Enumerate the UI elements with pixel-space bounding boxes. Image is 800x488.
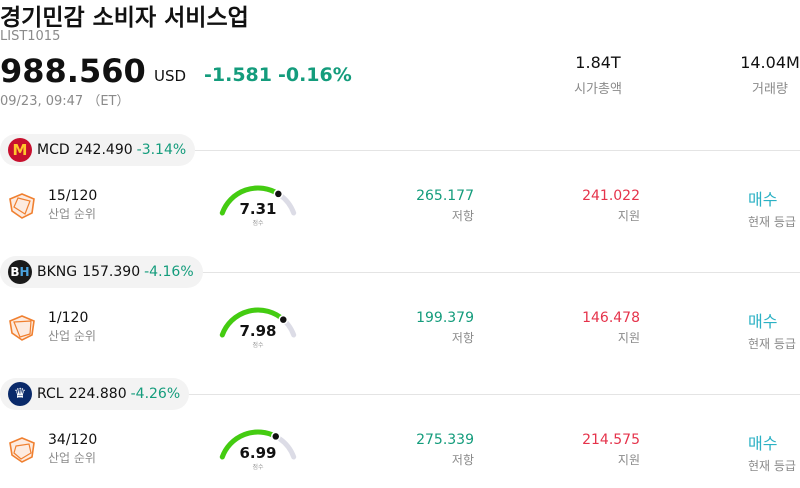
resistance-label: 저항: [451, 453, 474, 467]
gauge-marker: [271, 431, 281, 442]
score-gauge: 7.98 점수: [212, 302, 304, 352]
gauge-marker: [278, 314, 289, 325]
rating-label: 현재 등급: [748, 337, 796, 351]
current-rating: 매수 현재 등급: [748, 430, 796, 474]
stock-pill[interactable]: M MCD 242.490 -3.14%: [0, 134, 196, 166]
stock-section: M MCD 242.490 -3.14% 15/120 산업 순위 7.31 점…: [0, 134, 800, 256]
rank-value: 1/120: [48, 310, 89, 326]
support: 214.575 지원: [560, 432, 640, 468]
support-label: 지원: [617, 453, 640, 467]
rank-label: 산업 순위: [48, 207, 96, 221]
volume-label: 거래량: [752, 82, 788, 97]
gauge-marker: [273, 189, 284, 199]
score-gauge: 6.99 점수: [212, 424, 304, 474]
stock-price: 157.390: [82, 264, 141, 280]
stock-pill[interactable]: ♛ RCL 224.880 -4.26%: [0, 378, 190, 410]
stock-section: ♛ RCL 224.880 -4.26% 34/120 산업 순위 6.99 점…: [0, 378, 800, 488]
rank-value: 15/120: [48, 188, 98, 204]
gauge-score-label: 점수: [252, 342, 264, 349]
gauge-score-label: 점수: [252, 220, 264, 227]
resistance-label: 저항: [451, 209, 474, 223]
rating-value: 매수: [748, 190, 778, 209]
market-cap-value: 1.84T: [575, 53, 621, 72]
resistance: 199.379 저항: [394, 310, 474, 346]
page-title: 경기민감 소비자 서비스업: [0, 5, 249, 31]
rating-label: 현재 등급: [748, 459, 796, 473]
current-rating: 매수 현재 등급: [748, 308, 796, 352]
royal-caribbean-logo-icon: ♛: [8, 382, 32, 406]
rating-value: 매수: [748, 312, 778, 331]
industry-rank: 1/120 산업 순위: [48, 310, 96, 344]
section-divider: [0, 394, 800, 395]
price-change-pct: -0.16%: [277, 64, 352, 86]
index-price: 988.560: [0, 52, 146, 90]
industry-rank: 34/120 산업 순위: [48, 432, 97, 466]
support: 146.478 지원: [560, 310, 640, 346]
stock-symbol: BKNG: [37, 264, 78, 280]
currency-label: USD: [154, 67, 187, 85]
rating-value: 매수: [748, 434, 778, 453]
resistance-value: 275.339: [416, 432, 474, 448]
rank-label: 산업 순위: [48, 329, 96, 343]
gauge-fill: [219, 185, 281, 216]
stock-change-pct: -4.16%: [144, 264, 194, 280]
support-label: 지원: [617, 331, 640, 345]
timestamp: 09/23, 09:47 （ET）: [0, 94, 130, 109]
resistance-label: 저항: [451, 331, 474, 345]
support-value: 146.478: [582, 310, 640, 326]
price-change-abs: -1.581: [204, 64, 272, 86]
stock-price: 224.880: [68, 386, 127, 402]
mcdonalds-logo-icon: M: [8, 138, 32, 162]
volume-value: 14.04M: [740, 53, 800, 72]
support-label: 지원: [617, 209, 640, 223]
section-divider: [0, 150, 800, 151]
industry-rank: 15/120 산업 순위: [48, 188, 97, 222]
ticker-code: LIST1015: [0, 29, 61, 44]
gauge-fill: [219, 307, 286, 338]
resistance: 265.177 저항: [394, 188, 474, 224]
volume-stat: 14.04M 거래량: [720, 53, 800, 97]
rank-value: 34/120: [48, 432, 98, 448]
gauge-score-label: 점수: [252, 464, 264, 471]
price-change: -1.581 -0.16%: [204, 64, 352, 86]
stock-change-pct: -3.14%: [136, 142, 187, 158]
resistance: 275.339 저항: [394, 432, 474, 468]
gauge-fill: [219, 429, 279, 460]
resistance-value: 199.379: [416, 310, 474, 326]
stock-change-pct: -4.26%: [130, 386, 181, 402]
score-gauge: 7.31 점수: [212, 180, 304, 230]
industry-rank-icon: [9, 315, 35, 341]
current-rating: 매수 현재 등급: [748, 186, 796, 230]
section-divider: [0, 272, 800, 273]
industry-rank-icon: [9, 193, 35, 219]
market-cap-label: 시가총액: [574, 82, 622, 97]
gauge-score: 7.98: [239, 322, 277, 340]
stock-symbol: RCL: [37, 386, 64, 402]
industry-rank-icon: [9, 437, 35, 463]
resistance-value: 265.177: [416, 188, 474, 204]
rating-label: 현재 등급: [748, 215, 796, 229]
stock-symbol: MCD: [37, 142, 70, 158]
gauge-score: 6.99: [239, 444, 277, 462]
support: 241.022 지원: [560, 188, 640, 224]
rank-label: 산업 순위: [48, 451, 96, 465]
support-value: 241.022: [582, 188, 640, 204]
support-value: 214.575: [582, 432, 640, 448]
gauge-score: 7.31: [239, 200, 277, 218]
stock-price: 242.490: [74, 142, 133, 158]
market-cap-stat: 1.84T 시가총액: [548, 53, 648, 97]
